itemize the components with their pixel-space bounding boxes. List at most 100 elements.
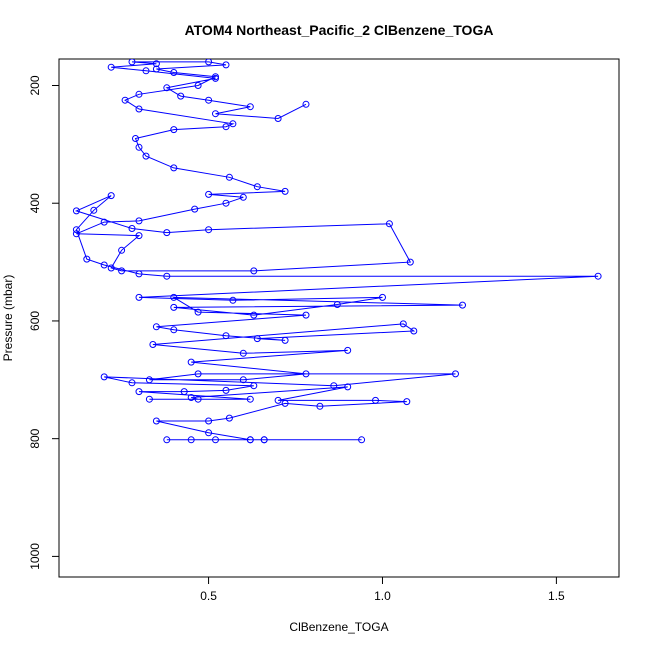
data-point	[250, 311, 258, 319]
data-point	[212, 110, 219, 118]
data-point	[72, 230, 80, 238]
data-point	[177, 92, 185, 100]
data-point	[149, 341, 157, 348]
y-tick-label: 800	[28, 428, 42, 448]
data-point	[170, 164, 178, 172]
data-point	[187, 436, 195, 444]
data-point	[253, 335, 261, 343]
data-point	[118, 267, 126, 275]
data-point	[316, 402, 324, 410]
data-point	[212, 436, 219, 444]
data-point	[180, 388, 188, 396]
data-point	[135, 388, 143, 396]
data-point	[399, 320, 407, 328]
series-line	[74, 61, 599, 441]
data-point	[100, 373, 108, 381]
data-point	[170, 326, 178, 334]
data-point	[152, 417, 160, 425]
data-point	[128, 59, 136, 66]
data-point	[385, 220, 393, 228]
chart-title: ATOM4 Northeast_Pacific_2 ClBenzene_TOGA	[185, 22, 494, 38]
data-point	[344, 346, 352, 354]
data-point	[222, 199, 230, 207]
data-point	[163, 272, 171, 280]
data-point	[205, 226, 213, 234]
data-point	[246, 103, 254, 111]
data-point	[222, 61, 230, 69]
y-axis: 200 400 600 800 1000	[28, 75, 60, 570]
data-point	[142, 152, 150, 160]
data-point	[281, 399, 289, 407]
data-point	[170, 126, 178, 134]
data-point	[83, 255, 91, 263]
data-point	[72, 226, 80, 234]
data-point	[229, 120, 237, 128]
data-point	[250, 267, 258, 275]
data-point	[135, 90, 143, 98]
data-point	[135, 217, 143, 225]
data-point	[205, 429, 213, 437]
data-point	[379, 293, 386, 301]
data-point	[170, 69, 178, 76]
data-point	[260, 436, 268, 444]
data-point	[333, 301, 341, 308]
data-point	[253, 183, 261, 191]
x-axis: 0.5 1.0 1.5	[200, 576, 565, 603]
data-point	[100, 218, 108, 226]
data-point	[225, 414, 233, 422]
data-point	[194, 395, 202, 403]
data-point	[191, 205, 199, 213]
data-point	[135, 293, 143, 301]
data-point	[205, 190, 213, 198]
data-point	[239, 193, 247, 201]
data-point	[239, 349, 247, 357]
data-point	[205, 417, 213, 425]
data-point	[250, 382, 258, 390]
data-point	[170, 293, 178, 301]
data-point	[410, 327, 418, 335]
data-point	[142, 67, 150, 75]
data-point	[281, 187, 289, 195]
data-point	[163, 436, 171, 444]
data-point	[194, 370, 202, 378]
data-point	[107, 264, 115, 272]
data-point	[222, 123, 230, 131]
data-point	[222, 332, 230, 340]
x-axis-label: ClBenzene_TOGA	[289, 620, 388, 634]
data-point	[194, 82, 202, 89]
data-point	[302, 311, 310, 319]
data-point	[212, 74, 219, 82]
data-point	[107, 63, 115, 71]
series-layer	[72, 59, 602, 444]
data-point	[152, 323, 160, 331]
data-point	[145, 376, 153, 384]
data-point	[107, 192, 115, 200]
y-axis-label: Pressure (mbar)	[1, 275, 15, 362]
data-point	[163, 229, 171, 237]
data-point	[344, 383, 352, 391]
data-point	[229, 296, 237, 304]
data-point	[135, 143, 143, 151]
data-point	[128, 379, 136, 387]
data-point	[281, 336, 289, 344]
data-point	[187, 394, 195, 401]
data-point	[163, 84, 171, 92]
data-point	[452, 370, 459, 378]
y-tick-label: 600	[28, 311, 42, 331]
data-point	[372, 396, 379, 404]
data-point	[225, 173, 233, 181]
data-point	[246, 395, 254, 403]
y-tick-label: 1000	[28, 543, 42, 570]
data-point	[205, 96, 213, 104]
data-point	[128, 225, 136, 232]
data-point	[406, 258, 414, 266]
data-point	[152, 60, 160, 68]
x-tick-label: 1.0	[374, 589, 391, 603]
data-point	[152, 65, 160, 73]
data-point	[222, 386, 230, 394]
data-point	[135, 270, 143, 278]
y-tick-label: 200	[28, 75, 42, 95]
data-point	[194, 308, 202, 316]
data-point	[302, 370, 310, 378]
